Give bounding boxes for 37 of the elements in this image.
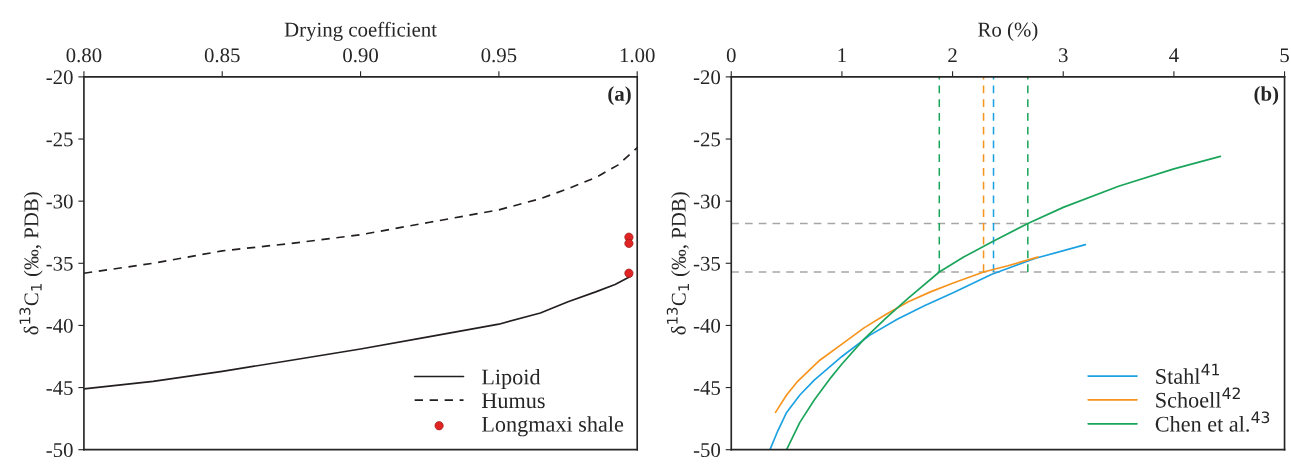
x-tick-label: 0.90 xyxy=(343,48,378,63)
y-tick-label: -20 xyxy=(46,70,73,85)
x-axis-title: Ro (%) xyxy=(978,22,1038,41)
y-tick-label: -40 xyxy=(693,318,721,333)
legend-label: Longmaxi shale xyxy=(481,416,624,437)
x-tick-label: 5 xyxy=(1280,48,1289,63)
y-tick-label: -50 xyxy=(693,443,721,458)
y-tick-label: -30 xyxy=(693,194,721,209)
x-tick-label: 1.00 xyxy=(620,48,655,63)
x-tick-label: 0 xyxy=(726,48,736,63)
x-tick-label: 4 xyxy=(1169,48,1179,63)
x-tick-label: 3 xyxy=(1059,48,1068,63)
legend-label: Stahl$^{41}$ xyxy=(1156,363,1220,384)
x-tick-label: 0.80 xyxy=(66,48,102,63)
x-tick-label: 2 xyxy=(948,48,957,63)
y-tick-label: -45 xyxy=(693,381,721,395)
y-axis-title: δ$^{13}$C$_{1}$ (‰, PDB) xyxy=(666,192,690,335)
x-tick-label: 0.95 xyxy=(481,48,517,63)
annotation: (a) xyxy=(608,86,631,106)
y-tick-label: -35 xyxy=(46,256,73,271)
y-tick-label: -20 xyxy=(693,70,721,85)
y-axis-title: δ$^{13}$C$_{1}$ (‰, PDB) xyxy=(19,192,43,335)
x-tick-label: 1 xyxy=(838,48,846,63)
legend-label: Humus xyxy=(481,393,545,409)
x-tick-label: 0.85 xyxy=(204,48,240,63)
y-tick-label: -25 xyxy=(693,132,721,147)
x-axis-title: Drying coefficient xyxy=(284,21,437,41)
legend-label: Lipoid xyxy=(481,368,541,390)
y-tick-label: -35 xyxy=(693,256,721,271)
annotation: (b) xyxy=(1254,86,1279,106)
y-tick-label: -30 xyxy=(46,194,73,209)
y-tick-label: -50 xyxy=(46,443,73,458)
y-tick-label: -25 xyxy=(46,132,73,147)
y-tick-label: -40 xyxy=(46,318,73,333)
legend-label: Schoell$^{42}$ xyxy=(1156,387,1240,408)
legend-label: Chen et al.$^{43}$ xyxy=(1155,411,1270,432)
y-tick-label: -45 xyxy=(46,381,73,395)
